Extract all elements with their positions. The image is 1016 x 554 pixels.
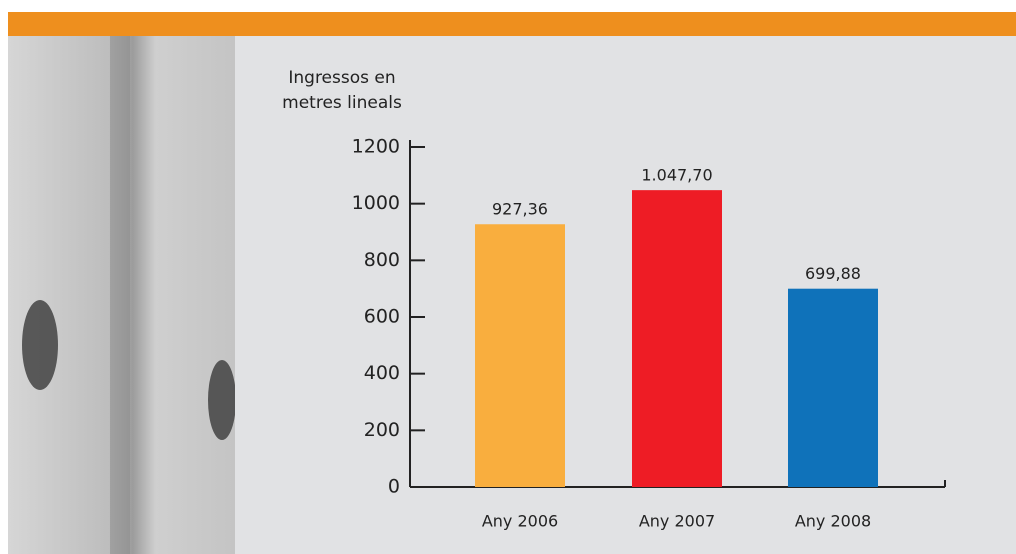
photo-detail bbox=[22, 300, 58, 390]
y-tick-label: 0 bbox=[388, 476, 400, 498]
y-tick-label: 400 bbox=[364, 362, 400, 384]
y-axis-title: Ingressos en metres lineals bbox=[282, 68, 402, 113]
bar bbox=[632, 190, 722, 487]
y-tick-label: 200 bbox=[364, 419, 400, 441]
y-tick-label: 800 bbox=[364, 249, 400, 271]
value-label: 927,36 bbox=[492, 200, 548, 219]
y-tick-label: 1000 bbox=[352, 192, 400, 214]
value-label: 1.047,70 bbox=[641, 166, 712, 185]
x-tick-label: Any 2007 bbox=[639, 512, 715, 531]
x-tick-label: Any 2008 bbox=[795, 512, 871, 531]
photo-detail bbox=[208, 360, 236, 440]
header-band bbox=[8, 12, 1016, 36]
y-tick-label: 600 bbox=[364, 306, 400, 328]
bar bbox=[788, 288, 878, 487]
chart-panel bbox=[235, 36, 1016, 554]
bar bbox=[475, 224, 565, 488]
value-label: 699,88 bbox=[805, 264, 861, 283]
x-tick-label: Any 2006 bbox=[482, 512, 558, 531]
photo-detail bbox=[110, 36, 130, 554]
y-tick-label: 1200 bbox=[352, 136, 400, 158]
